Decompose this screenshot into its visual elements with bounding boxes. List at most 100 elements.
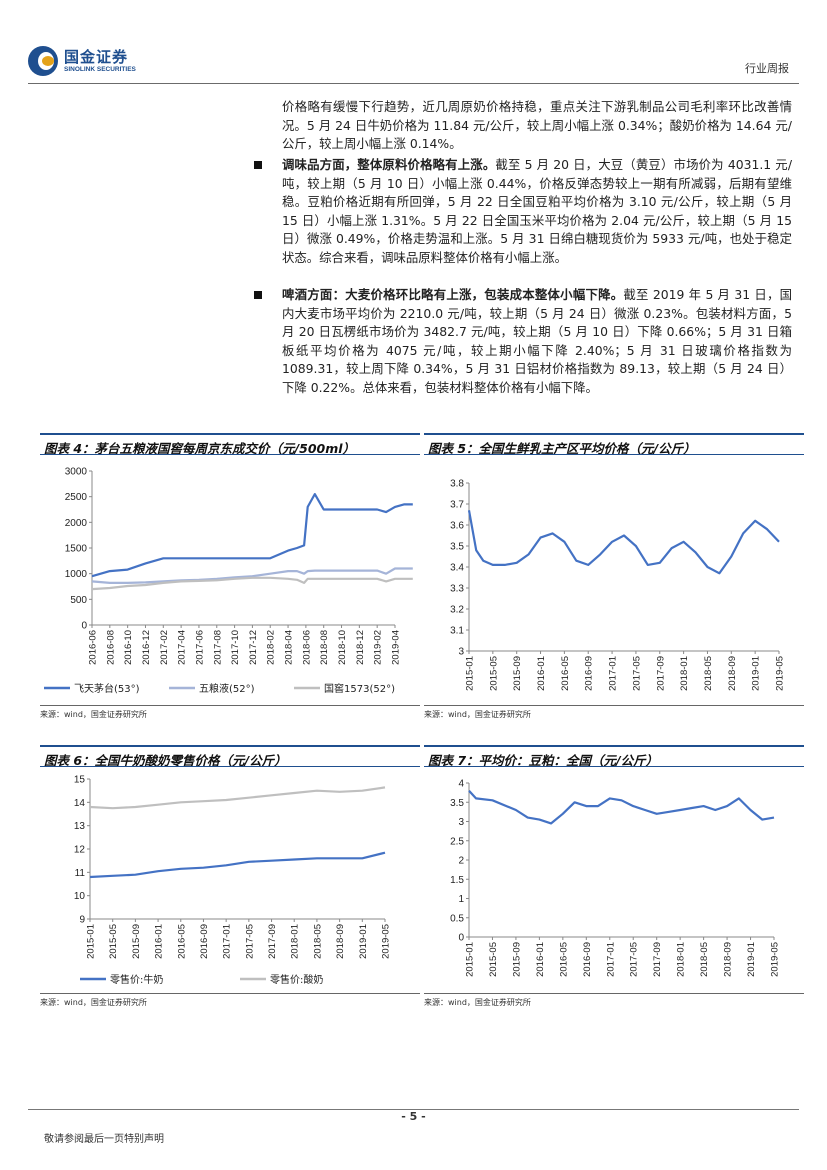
x-tick-label: 2017-01 — [608, 656, 619, 691]
y-tick-label: 0 — [81, 621, 87, 632]
x-tick-label: 2016-01 — [154, 924, 165, 959]
x-tick-label: 2016-06 — [88, 630, 99, 665]
figure-5: 图表 5：全国生鲜乳主产区平均价格（元/公斤） 3 3.1 3.2 3.3 3.4 3.5… — [424, 433, 804, 720]
logo-chinese-name: 国金证券 — [64, 47, 129, 66]
figure-4-title: 图表 4：茅台五粮液国窖每周京东成交价（元/500ml） — [40, 433, 420, 455]
figure-7-title: 图表 7：平均价：豆粕：全国（元/公斤） — [424, 745, 804, 767]
x-tick-label: 2019-04 — [391, 630, 402, 665]
x-tick-label: 2015-09 — [512, 656, 523, 691]
footer-divider — [28, 1109, 799, 1110]
x-tick-label: 2017-09 — [267, 924, 278, 959]
series-line — [91, 492, 413, 578]
paragraph-beer-body: 截至 2019 年 5 月 31 日，国内大麦市场平均价为 2210.0 元/吨… — [282, 287, 792, 395]
x-tick-label: 2015-05 — [488, 656, 499, 691]
x-tick-label: 2017-01 — [605, 942, 616, 977]
figure-7: 图表 7：平均价：豆粕：全国（元/公斤） 0 0.5 1 1.5 2 2.5 3 3.5 4 20… — [424, 745, 804, 1008]
y-tick-label: 1.5 — [450, 875, 464, 886]
figure-5-title: 图表 5：全国生鲜乳主产区平均价格（元/公斤） — [424, 433, 804, 455]
series-line — [91, 576, 413, 591]
series-line — [468, 789, 775, 825]
x-tick-label: 2016-09 — [584, 656, 595, 691]
x-tick-label: 2019-01 — [358, 924, 369, 959]
y-tick-label: 2.5 — [450, 836, 464, 847]
figure-4-source: 来源：wind，国金证券研究所 — [40, 705, 420, 720]
bullet-square-icon — [254, 161, 262, 169]
x-tick-label: 2018-01 — [679, 656, 690, 691]
y-tick-label: 9 — [79, 915, 85, 926]
x-tick-label: 2018-02 — [266, 630, 277, 665]
x-tick-label: 2018-12 — [355, 630, 366, 665]
x-tick-label: 2016-05 — [176, 924, 187, 959]
y-tick-label: 3.4 — [450, 563, 464, 574]
x-tick-label: 2019-01 — [751, 656, 762, 691]
figure-5-source: 来源：wind，国金证券研究所 — [424, 705, 804, 720]
x-tick-label: 2018-06 — [301, 630, 312, 665]
page-number: - 5 - — [401, 1110, 426, 1123]
legend-label: 国窖1573(52°) — [324, 682, 395, 695]
y-tick-label: 3.7 — [450, 500, 464, 511]
y-tick-label: 1500 — [65, 544, 88, 555]
x-tick-label: 2017-10 — [230, 630, 241, 665]
x-tick-label: 2019-05 — [775, 656, 786, 691]
x-tick-label: 2018-10 — [337, 630, 348, 665]
y-tick-label: 4 — [458, 779, 464, 790]
series-line — [89, 786, 386, 810]
x-tick-label: 2015-05 — [488, 942, 499, 977]
x-tick-label: 2015-09 — [131, 924, 142, 959]
x-tick-label: 2017-01 — [222, 924, 233, 959]
paragraph-beer-heading: 啤酒方面：大麦价格环比略有上涨，包装成本整体小幅下降。 — [282, 287, 624, 302]
y-tick-label: 3.6 — [450, 521, 464, 532]
x-tick-label: 2017-05 — [629, 942, 640, 977]
x-tick-label: 2019-02 — [373, 630, 384, 665]
y-tick-label: 0 — [458, 933, 464, 944]
x-tick-label: 2018-05 — [312, 924, 323, 959]
figure-4: 图表 4：茅台五粮液国窖每周京东成交价（元/500ml） 0 500 1000 150… — [40, 433, 420, 720]
y-tick-label: 13 — [74, 821, 86, 832]
paragraph-beer: 啤酒方面：大麦价格环比略有上涨，包装成本整体小幅下降。截至 2019 年 5 月… — [254, 286, 792, 398]
figure-7-source: 来源：wind，国金证券研究所 — [424, 993, 804, 1008]
x-tick-label: 2016-09 — [199, 924, 210, 959]
y-tick-label: 500 — [70, 595, 87, 606]
figure-4-chart: 0 500 1000 1500 2000 2500 3000 2016-06 2016-08 20… — [44, 467, 413, 695]
x-tick-label: 2016-10 — [123, 630, 134, 665]
figure-6-chart: 9 10 11 12 13 14 15 2015-01 2015-05 2015-09 2016-0… — [74, 775, 392, 987]
x-tick-label: 2018-05 — [703, 656, 714, 691]
footer-disclaimer: 敬请参阅最后一页特别声明 — [44, 1134, 164, 1145]
x-tick-label: 2015-05 — [108, 924, 119, 959]
company-logo: 国金证券 SINOLINK SECURITIES — [28, 46, 136, 76]
y-tick-label: 0.5 — [450, 913, 464, 924]
x-tick-label: 2018-05 — [699, 942, 710, 977]
page-header: 国金证券 SINOLINK SECURITIES 行业周报 — [28, 38, 799, 84]
x-tick-label: 2018-09 — [723, 942, 734, 977]
y-tick-label: 3.1 — [450, 626, 464, 637]
x-tick-label: 2017-05 — [631, 656, 642, 691]
legend-label: 飞天茅台(53°) — [74, 682, 140, 695]
y-tick-label: 12 — [74, 845, 86, 856]
x-tick-label: 2019-05 — [770, 942, 781, 977]
figure-5-chart: 3 3.1 3.2 3.3 3.4 3.5 3.6 3.7 3.8 2015-01 2015-05 2… — [450, 479, 786, 691]
x-tick-label: 2015-01 — [465, 656, 476, 691]
paragraph-condiments-body: 截至 5 月 20 日，大豆（黄豆）市场价为 4031.1 元/吨，较上期（5 … — [282, 157, 793, 265]
x-tick-label: 2015-01 — [465, 942, 476, 977]
y-tick-label: 1000 — [65, 569, 88, 580]
y-tick-label: 10 — [74, 891, 86, 902]
x-tick-label: 2016-09 — [582, 942, 593, 977]
x-tick-label: 2016-01 — [536, 656, 547, 691]
x-tick-label: 2016-08 — [105, 630, 116, 665]
paragraph-condiments: 调味品方面，整体原料价格略有上涨。截至 5 月 20 日，大豆（黄豆）市场价为 … — [254, 156, 793, 268]
paragraph-dairy: 价格略有缓慢下行趋势，近几周原奶价格持稳，重点关注下游乳制品公司毛利率环比改善情… — [282, 99, 792, 152]
bullet-square-icon — [254, 291, 262, 299]
x-tick-label: 2018-04 — [284, 630, 295, 665]
paragraph-condiments-heading: 调味品方面，整体原料价格略有上涨。 — [282, 157, 496, 172]
y-tick-label: 3.2 — [450, 605, 464, 616]
legend-label: 零售价:牛奶 — [110, 973, 163, 986]
y-tick-label: 2500 — [65, 492, 88, 503]
y-tick-label: 3.8 — [450, 479, 464, 490]
document-type: 行业周报 — [745, 62, 789, 75]
y-tick-label: 3.3 — [450, 584, 464, 595]
x-tick-label: 2017-05 — [244, 924, 255, 959]
y-tick-label: 11 — [75, 868, 86, 879]
y-tick-label: 3 — [458, 647, 464, 658]
x-tick-label: 2018-09 — [727, 656, 738, 691]
x-tick-label: 2018-09 — [335, 924, 346, 959]
